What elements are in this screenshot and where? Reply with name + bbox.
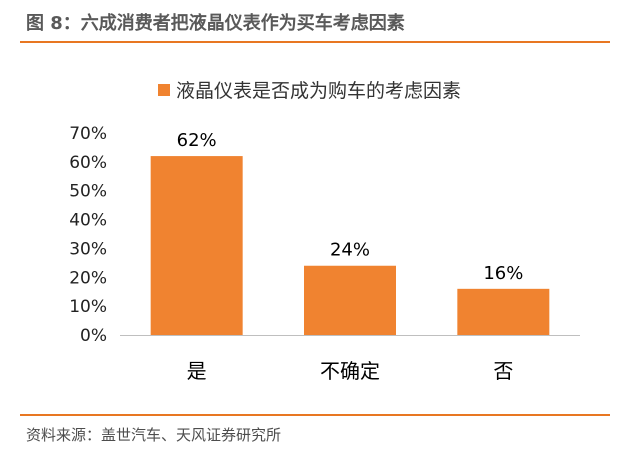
y-tick-label: 10% — [69, 297, 107, 317]
legend-label: 液晶仪表是否成为购车的考虑因素 — [176, 80, 461, 102]
data-label: 16% — [483, 263, 523, 284]
legend-swatch — [158, 84, 170, 96]
x-category-label: 否 — [493, 359, 513, 383]
y-tick-label: 60% — [69, 153, 107, 173]
bar-1 — [150, 156, 243, 335]
y-tick-label: 50% — [69, 182, 107, 202]
figure-title: 图 8：六成消费者把液晶仪表作为买车考虑因素 — [26, 13, 405, 34]
x-category-label: 不确定 — [320, 359, 380, 383]
data-label: 24% — [330, 240, 370, 261]
y-tick-label: 20% — [69, 268, 107, 288]
y-tick-label: 40% — [69, 211, 107, 231]
bottom-rule — [20, 414, 610, 416]
x-category-label: 是 — [187, 359, 207, 383]
bar-3 — [457, 288, 550, 335]
source-note: 资料来源：盖世汽车、天风证券研究所 — [26, 426, 282, 444]
data-label: 62% — [177, 130, 217, 151]
y-tick-label: 70% — [69, 124, 107, 144]
y-tick-label: 0% — [80, 326, 107, 346]
top-rule — [20, 41, 610, 43]
bar-2 — [304, 265, 396, 335]
y-tick-label: 30% — [69, 239, 107, 259]
